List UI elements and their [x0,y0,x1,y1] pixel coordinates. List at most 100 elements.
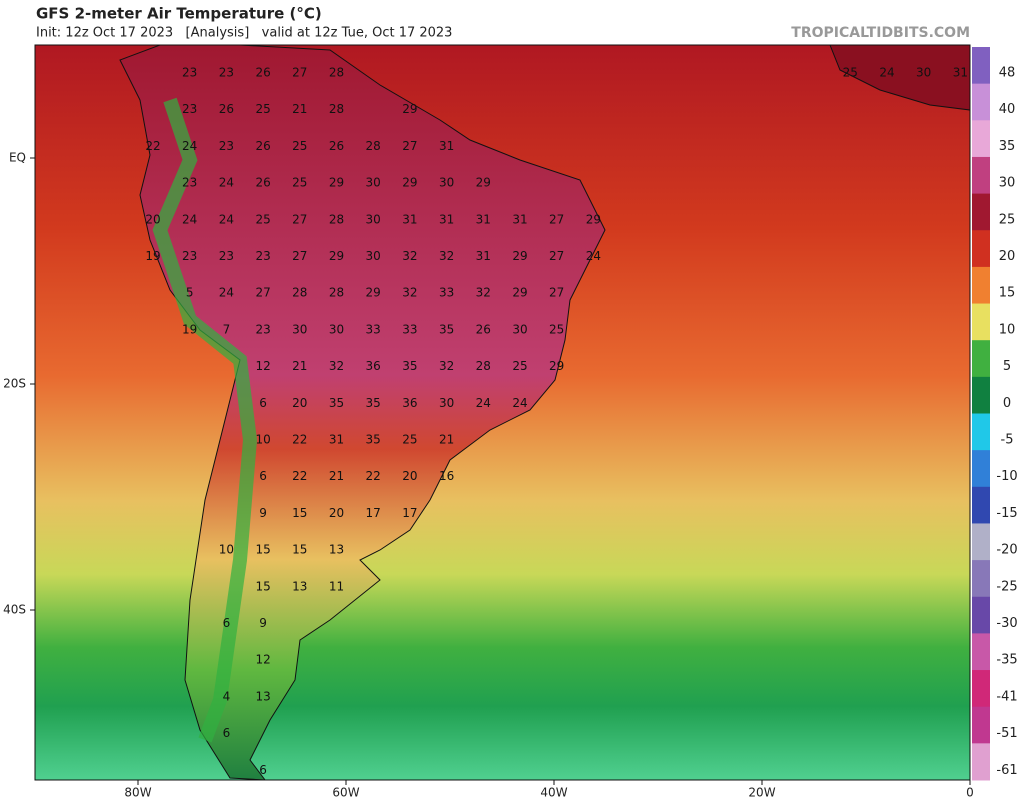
lon-label: 20W [748,786,775,800]
temp-label: 30 [916,66,931,80]
temp-label: 35 [366,433,381,447]
temp-label: 30 [329,322,344,336]
temp-label: 23 [219,139,234,153]
colorbar-segment [972,633,990,671]
map [34,44,971,781]
temp-label: 17 [402,506,417,520]
temp-label: 35 [366,396,381,410]
colorbar-label: 10 [999,322,1016,337]
colorbar-label: 15 [999,286,1016,301]
colorbar-label: -15 [996,506,1017,521]
temp-label: 20 [402,469,417,483]
temp-label: 25 [549,322,564,336]
colorbar-label: 30 [999,176,1016,191]
temp-label: 25 [255,102,270,116]
colorbar-label: -10 [996,469,1017,484]
colorbar-label: -41 [996,689,1017,704]
temp-label: 26 [255,66,270,80]
temp-label: 25 [292,176,307,190]
temp-label: 23 [219,66,234,80]
temp-label: 29 [512,249,527,263]
temp-label: 6 [259,396,267,410]
temp-label: 24 [219,212,234,226]
temp-label: 27 [292,66,307,80]
colorbar-segment [972,523,990,561]
temp-label: 26 [329,139,344,153]
temp-label: 27 [292,212,307,226]
watermark: TROPICALTIDBITS.COM [791,25,970,41]
temp-label: 6 [259,469,267,483]
temp-label: 29 [366,286,381,300]
colorbar-label: -20 [996,543,1017,558]
colorbar-segment [972,266,990,305]
temp-label: 28 [329,102,344,116]
colorbar-segment [972,376,990,414]
temp-label: 28 [329,286,344,300]
lon-label: 40W [540,786,567,800]
colorbar-label: 35 [999,139,1016,154]
temp-label: 30 [439,176,454,190]
temp-label: 10 [255,433,270,447]
colorbar-segment [972,413,990,451]
temp-label: 23 [182,66,197,80]
temp-label: 24 [219,176,234,190]
temp-label: 32 [476,286,491,300]
temp-label: 29 [512,286,527,300]
andes [152,97,258,743]
colorbar-label: 25 [999,212,1016,227]
temp-label: 21 [329,469,344,483]
temp-label: 24 [476,396,491,410]
temp-label: 23 [182,249,197,263]
temp-label: 30 [439,396,454,410]
temp-label: 31 [329,433,344,447]
colorbar-segment [972,156,990,195]
lat-label: 20S [3,377,26,391]
temp-label: 27 [549,286,564,300]
colorbar: 48 40 35 30 25 20 15 10 5 0 -5 -10 -15 -20 -25 -30 -35 -4… [972,47,1018,781]
colorbar-label: 48 [999,66,1016,81]
temp-label: 9 [259,616,267,630]
temp-label: 31 [476,212,491,226]
colorbar-segment [972,670,990,708]
temp-label: 30 [366,212,381,226]
colorbar-segment [972,706,990,744]
colorbar-segment [972,193,990,231]
lon-label: 0 [966,786,974,800]
temp-label: 26 [219,102,234,116]
colorbar-label: 40 [999,102,1016,117]
temp-label: 32 [402,249,417,263]
temp-label: 32 [439,359,454,373]
temp-label: 17 [366,506,381,520]
temp-label: 20 [329,506,344,520]
temp-label: 23 [182,176,197,190]
temp-label: 30 [292,322,307,336]
colorbar-label: -30 [996,616,1017,631]
colorbar-segment [972,83,990,121]
temp-label: 20 [145,212,160,226]
temp-label: 27 [255,286,270,300]
temp-label: 28 [292,286,307,300]
temp-label: 30 [366,176,381,190]
temp-label: 31 [476,249,491,263]
temp-label: 23 [219,249,234,263]
temp-label: 19 [145,249,160,263]
temp-label: 32 [329,359,344,373]
temp-label: 29 [586,212,601,226]
temp-label: 29 [402,176,417,190]
temp-label: 19 [182,322,197,336]
temp-label: 28 [329,212,344,226]
temp-label: 7 [223,322,231,336]
temp-label: 24 [182,139,197,153]
colorbar-segment [972,596,990,634]
colorbar-label: -5 [1001,433,1014,448]
temp-label: 15 [292,543,307,557]
temp-label: 29 [476,176,491,190]
temp-label: 23 [182,102,197,116]
temp-label: 22 [145,139,160,153]
temp-label: 32 [402,286,417,300]
temp-label: 27 [402,139,417,153]
colorbar-label: 5 [1003,359,1011,374]
colorbar-segment [972,47,990,85]
temp-label: 6 [223,616,231,630]
temp-label: 29 [329,249,344,263]
